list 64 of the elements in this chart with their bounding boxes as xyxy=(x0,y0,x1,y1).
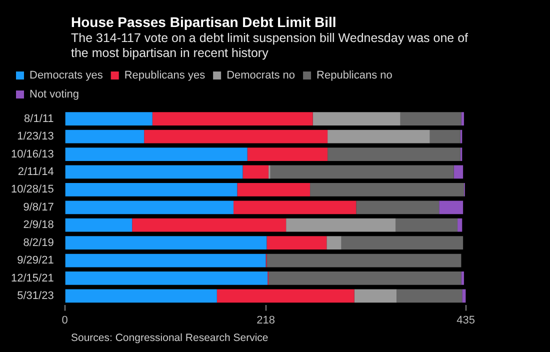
y-tick-label: 5/31/23 xyxy=(17,290,54,302)
y-tick-label: 8/1/11 xyxy=(24,112,54,125)
bar xyxy=(454,165,464,179)
bar xyxy=(396,289,462,303)
bar xyxy=(286,218,396,232)
x-tick-label: 0 xyxy=(62,314,68,326)
bar xyxy=(242,165,269,179)
y-tick-label: 2/9/18 xyxy=(23,219,54,232)
bar xyxy=(461,272,464,285)
bar xyxy=(132,218,286,232)
y-tick-label: 9/8/17 xyxy=(23,201,54,214)
chart-subtitle: The 314-117 vote on a debt limit suspension bill Wednesday was one of the most bipartisan in recent history xyxy=(71,31,470,61)
legend-label: Democrats yes xyxy=(30,70,104,82)
y-tick-label: 10/28/15 xyxy=(10,184,54,196)
bar xyxy=(354,289,397,303)
y-tick-label: 10/16/13 xyxy=(10,148,54,160)
bar xyxy=(65,183,238,196)
bar xyxy=(65,289,217,303)
bar xyxy=(65,112,152,126)
x-tick-label: 435 xyxy=(456,314,476,326)
bar xyxy=(462,289,466,303)
bar xyxy=(65,272,268,285)
bar xyxy=(356,200,440,214)
source-note: Sources: Congressional Research Service xyxy=(71,332,268,344)
bar xyxy=(65,254,266,268)
bar xyxy=(268,272,462,285)
bar xyxy=(65,236,267,250)
bar xyxy=(328,148,460,161)
bar xyxy=(458,218,462,232)
bar xyxy=(326,236,342,250)
bar xyxy=(270,165,454,179)
bar xyxy=(461,112,464,126)
bar xyxy=(341,236,464,250)
bar xyxy=(312,112,400,126)
bar xyxy=(65,130,144,144)
legend-label: Republicans yes xyxy=(124,70,206,82)
bar xyxy=(266,236,327,250)
y-tick-label: 1/23/13 xyxy=(17,130,54,143)
y-tick-label: 12/15/21 xyxy=(10,272,54,284)
y-tick-label: 9/29/21 xyxy=(17,254,54,267)
bar xyxy=(152,112,313,126)
legend-label: Democrats no xyxy=(226,70,296,82)
x-tick-label: 218 xyxy=(256,314,275,326)
bar xyxy=(400,112,462,126)
bar xyxy=(234,200,356,214)
bar xyxy=(328,130,430,144)
bar xyxy=(247,148,328,161)
bar xyxy=(396,218,458,232)
bar xyxy=(439,200,464,214)
bar xyxy=(65,165,243,179)
bar xyxy=(216,289,354,303)
bar xyxy=(310,183,464,196)
legend-label: Not voting xyxy=(30,88,80,101)
bar xyxy=(144,130,328,144)
chart-title: House Passes Bipartisan Debt Limit Bill xyxy=(71,14,336,30)
bar xyxy=(65,148,248,161)
legend-label: Republicans no xyxy=(316,70,392,82)
y-tick-label: 8/2/19 xyxy=(23,236,54,249)
bar xyxy=(65,200,234,214)
bar xyxy=(65,218,132,232)
y-tick-label: 2/11/14 xyxy=(18,166,54,178)
bar xyxy=(266,254,462,268)
bar xyxy=(430,130,460,144)
bar xyxy=(237,183,310,196)
